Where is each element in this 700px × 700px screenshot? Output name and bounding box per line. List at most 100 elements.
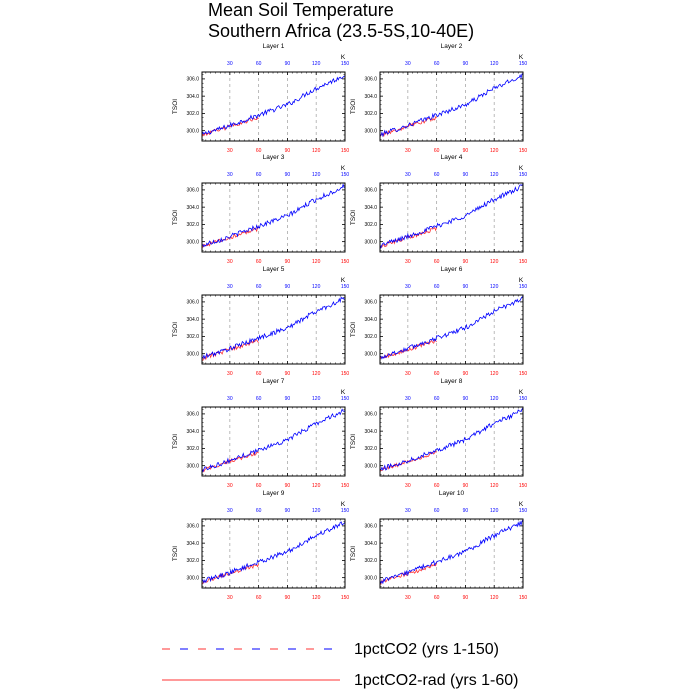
x-bottom-tick-label: 90 bbox=[463, 483, 469, 489]
y-tick-label: 300.0 bbox=[364, 128, 377, 134]
chart-title: Mean Soil Temperature Southern Africa (2… bbox=[208, 0, 474, 42]
plot-frame bbox=[201, 182, 346, 253]
y-tick-label: 306.0 bbox=[364, 300, 377, 306]
x-bottom-tick-label: 30 bbox=[405, 483, 411, 489]
panel-title: Layer 3 bbox=[263, 154, 285, 161]
x-top-tick-label: 90 bbox=[463, 172, 469, 178]
x-top-tick-label: 90 bbox=[285, 396, 291, 402]
x-top-tick-label: 120 bbox=[312, 508, 321, 514]
panel-title: Layer 8 bbox=[441, 378, 463, 385]
y-tick-label: 302.0 bbox=[186, 558, 199, 564]
x-bottom-tick-label: 150 bbox=[341, 595, 350, 601]
units-label: K bbox=[341, 501, 346, 508]
series-line-1pctco2 bbox=[201, 296, 346, 360]
x-bottom-tick-label: 30 bbox=[405, 148, 411, 154]
series-line-1pctco2 bbox=[201, 75, 346, 135]
y-tick-label: 304.0 bbox=[364, 94, 377, 100]
y-tick-label: 304.0 bbox=[186, 317, 199, 323]
x-top-tick-label: 90 bbox=[463, 396, 469, 402]
plot-frame bbox=[201, 518, 346, 589]
x-bottom-tick-label: 150 bbox=[519, 148, 528, 154]
y-tick-label: 306.0 bbox=[364, 188, 377, 194]
x-top-tick-label: 120 bbox=[312, 172, 321, 178]
x-top-tick-label: 120 bbox=[312, 396, 321, 402]
x-bottom-tick-label: 90 bbox=[463, 371, 469, 377]
title-line-1: Mean Soil Temperature bbox=[208, 0, 394, 20]
y-tick-label: 302.0 bbox=[186, 446, 199, 452]
y-tick-label: 306.0 bbox=[186, 524, 199, 530]
series-line-1pctco2 bbox=[201, 521, 346, 584]
x-bottom-tick-label: 150 bbox=[519, 371, 528, 377]
y-axis-label: TSOI bbox=[350, 546, 357, 561]
y-tick-label: 306.0 bbox=[364, 524, 377, 530]
series-line-1pctco2-rad bbox=[201, 339, 259, 361]
x-top-tick-label: 150 bbox=[519, 172, 528, 178]
plot-frame bbox=[379, 71, 524, 142]
x-bottom-tick-label: 150 bbox=[519, 483, 528, 489]
x-top-tick-label: 60 bbox=[434, 508, 440, 514]
x-bottom-tick-label: 60 bbox=[256, 148, 262, 154]
x-top-tick-label: 60 bbox=[256, 172, 262, 178]
x-bottom-tick-label: 90 bbox=[285, 371, 291, 377]
x-top-tick-label: 60 bbox=[434, 396, 440, 402]
series-line-1pctco2 bbox=[379, 519, 524, 585]
x-top-tick-label: 30 bbox=[405, 61, 411, 67]
panel-1: Layer 1 K 30 60 90 120 150 30 60 90 120 150 300.0 302… bbox=[172, 43, 349, 154]
x-bottom-tick-label: 90 bbox=[463, 259, 469, 265]
y-tick-label: 302.0 bbox=[364, 111, 377, 117]
x-top-tick-label: 60 bbox=[434, 284, 440, 290]
x-bottom-tick-label: 150 bbox=[341, 371, 350, 377]
plot-frame bbox=[379, 182, 524, 253]
panel-title: Layer 9 bbox=[263, 490, 285, 497]
x-bottom-tick-label: 120 bbox=[312, 259, 321, 265]
x-bottom-tick-label: 30 bbox=[227, 595, 233, 601]
units-label: K bbox=[341, 54, 346, 61]
y-tick-label: 300.0 bbox=[186, 128, 199, 134]
y-tick-label: 300.0 bbox=[364, 239, 377, 245]
panel-4: Layer 4 K 30 60 90 120 150 30 60 90 120 150 300.0 302… bbox=[350, 154, 527, 265]
y-tick-label: 300.0 bbox=[186, 351, 199, 357]
x-top-tick-label: 60 bbox=[434, 172, 440, 178]
y-axis-label: TSOI bbox=[172, 210, 179, 225]
units-label: K bbox=[341, 165, 346, 172]
plot-frame bbox=[201, 406, 346, 477]
panel-9: Layer 9 K 30 60 90 120 150 30 60 90 120 150 300.0 302… bbox=[172, 490, 349, 601]
y-tick-label: 302.0 bbox=[186, 222, 199, 228]
plot-frame bbox=[379, 406, 524, 477]
x-bottom-tick-label: 90 bbox=[463, 595, 469, 601]
x-top-tick-label: 150 bbox=[341, 61, 350, 67]
x-top-tick-label: 120 bbox=[312, 284, 321, 290]
x-top-tick-label: 30 bbox=[405, 396, 411, 402]
plot-frame bbox=[379, 518, 524, 589]
x-bottom-tick-label: 120 bbox=[312, 595, 321, 601]
x-bottom-tick-label: 60 bbox=[434, 595, 440, 601]
x-top-tick-label: 150 bbox=[341, 284, 350, 290]
units-label: K bbox=[519, 389, 524, 396]
series-line-1pctco2 bbox=[379, 295, 524, 360]
x-top-tick-label: 30 bbox=[227, 508, 233, 514]
panel-title: Layer 10 bbox=[439, 490, 465, 497]
series-line-1pctco2 bbox=[379, 184, 524, 249]
y-tick-label: 306.0 bbox=[186, 77, 199, 83]
panel-title: Layer 5 bbox=[263, 266, 285, 273]
x-bottom-tick-label: 120 bbox=[490, 148, 499, 154]
x-top-tick-label: 90 bbox=[285, 284, 291, 290]
x-bottom-tick-label: 120 bbox=[490, 371, 499, 377]
y-tick-label: 304.0 bbox=[364, 205, 377, 211]
legend-label-1pctco2: 1pctCO2 (yrs 1-150) bbox=[354, 641, 499, 658]
x-bottom-tick-label: 120 bbox=[312, 483, 321, 489]
panel-title: Layer 1 bbox=[263, 43, 285, 50]
y-tick-label: 300.0 bbox=[186, 239, 199, 245]
x-top-tick-label: 30 bbox=[405, 284, 411, 290]
y-tick-label: 300.0 bbox=[364, 463, 377, 469]
x-bottom-tick-label: 60 bbox=[434, 371, 440, 377]
plot-frame bbox=[379, 294, 524, 365]
y-tick-label: 300.0 bbox=[186, 575, 199, 581]
x-top-tick-label: 30 bbox=[227, 172, 233, 178]
x-top-tick-label: 120 bbox=[490, 508, 499, 514]
units-label: K bbox=[519, 501, 524, 508]
plot-frame bbox=[201, 294, 346, 365]
x-top-tick-label: 90 bbox=[463, 508, 469, 514]
x-bottom-tick-label: 60 bbox=[434, 148, 440, 154]
